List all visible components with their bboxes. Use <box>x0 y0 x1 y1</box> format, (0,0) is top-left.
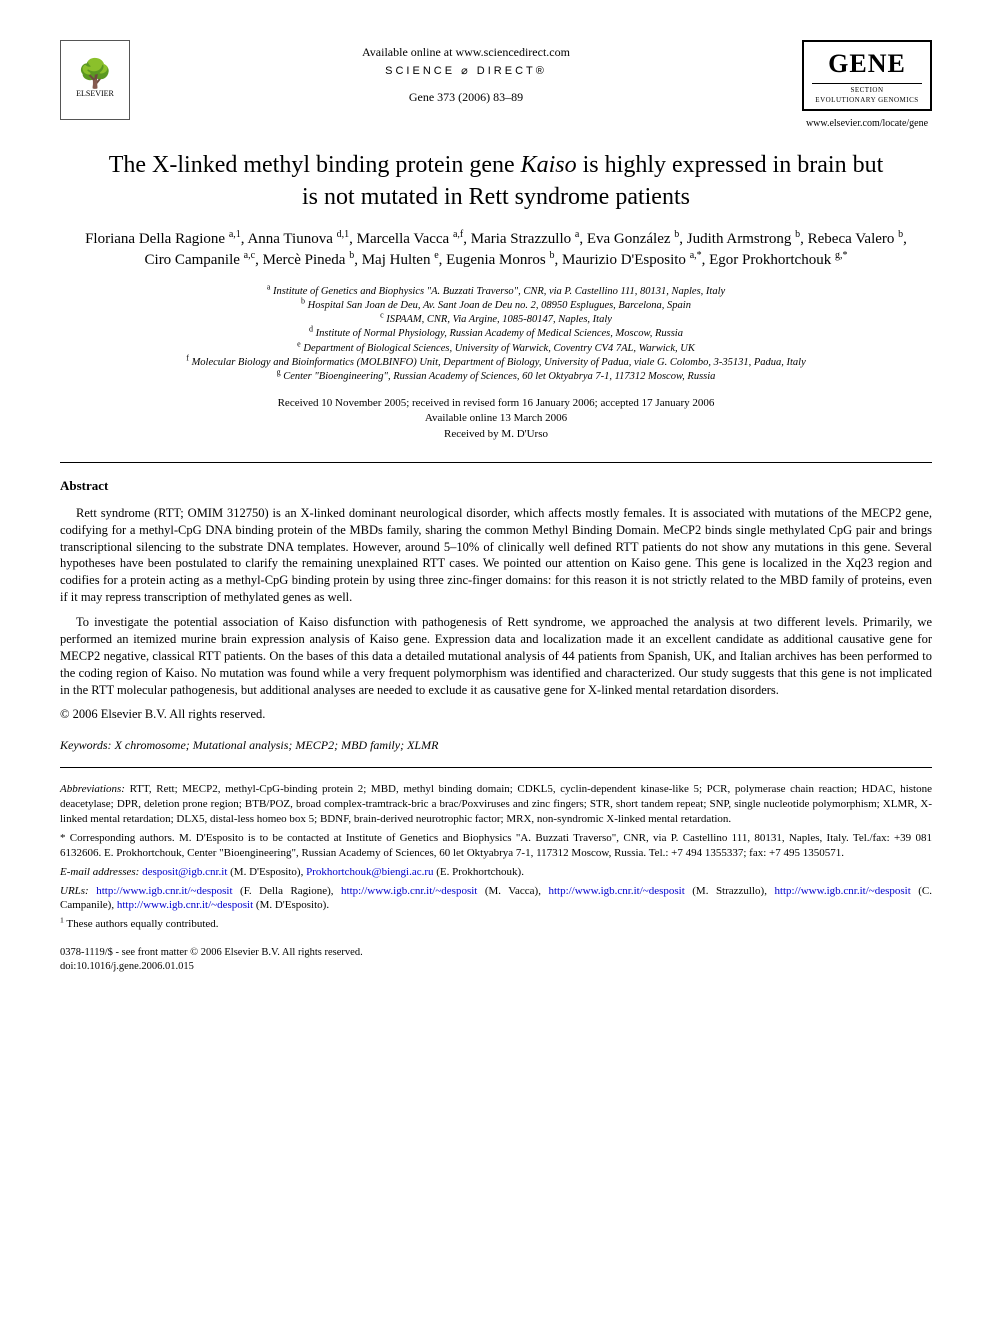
elsevier-label: ELSEVIER <box>76 89 114 100</box>
author-url-link[interactable]: http://www.igb.cnr.it/~desposit <box>548 885 684 897</box>
email-link[interactable]: desposit@igb.cnr.it <box>142 866 227 878</box>
page-header: 🌳 ELSEVIER Available online at www.scien… <box>60 40 932 130</box>
article-title: The X-linked methyl binding protein gene… <box>100 150 892 212</box>
author-urls: URLs: http://www.igb.cnr.it/~desposit (F… <box>60 884 932 914</box>
journal-logo: GENE SECTION EVOLUTIONARY GENOMICS www.e… <box>802 40 932 130</box>
author-url-link[interactable]: http://www.igb.cnr.it/~desposit <box>774 885 910 897</box>
author-url-link[interactable]: http://www.igb.cnr.it/~desposit <box>117 899 253 911</box>
footnotes: Abbreviations: RTT, Rett; MECP2, methyl-… <box>60 782 932 932</box>
affiliations: a Institute of Genetics and Biophysics "… <box>60 285 932 384</box>
keywords: Keywords: X chromosome; Mutational analy… <box>60 737 932 753</box>
header-center: Available online at www.sciencedirect.co… <box>130 40 802 105</box>
email-addresses: E-mail addresses: desposit@igb.cnr.it (M… <box>60 865 932 880</box>
elsevier-logo: 🌳 ELSEVIER <box>60 40 130 120</box>
sciencedirect-logo: SCIENCE ⌀ DIRECT® <box>130 64 802 79</box>
doi-line: doi:10.1016/j.gene.2006.01.015 <box>60 960 932 974</box>
author-list: Floriana Della Ragione a,1, Anna Tiunova… <box>80 229 912 271</box>
author-url-link[interactable]: http://www.igb.cnr.it/~desposit <box>341 885 477 897</box>
equal-contribution: 1 These authors equally contributed. <box>60 917 932 932</box>
divider <box>60 462 932 463</box>
journal-reference: Gene 373 (2006) 83–89 <box>130 89 802 105</box>
issn-line: 0378-1119/$ - see front matter © 2006 El… <box>60 946 932 960</box>
gene-logo-title: GENE <box>812 46 922 81</box>
article-dates: Received 10 November 2005; received in r… <box>60 396 932 442</box>
copyright-line: © 2006 Elsevier B.V. All rights reserved… <box>60 706 932 723</box>
abstract-body: Rett syndrome (RTT; OMIM 312750) is an X… <box>60 505 932 699</box>
available-online-text: Available online at www.sciencedirect.co… <box>130 44 802 60</box>
email-link[interactable]: Prokhortchouk@biengi.ac.ru <box>306 866 433 878</box>
abstract-heading: Abstract <box>60 477 932 495</box>
author-url-link[interactable]: http://www.igb.cnr.it/~desposit <box>96 885 232 897</box>
corresponding-authors: * Corresponding authors. M. D'Esposito i… <box>60 831 932 861</box>
elsevier-tree-icon: 🌳 <box>78 61 113 89</box>
footer: 0378-1119/$ - see front matter © 2006 El… <box>60 946 932 973</box>
keywords-label: Keywords: <box>60 738 112 752</box>
keywords-text: X chromosome; Mutational analysis; MECP2… <box>112 738 439 752</box>
divider <box>60 767 932 768</box>
gene-logo-section: SECTION EVOLUTIONARY GENOMICS <box>812 83 922 105</box>
abbreviations: Abbreviations: RTT, Rett; MECP2, methyl-… <box>60 782 932 827</box>
journal-url: www.elsevier.com/locate/gene <box>802 117 932 131</box>
gene-logo-box: GENE SECTION EVOLUTIONARY GENOMICS <box>802 40 932 111</box>
